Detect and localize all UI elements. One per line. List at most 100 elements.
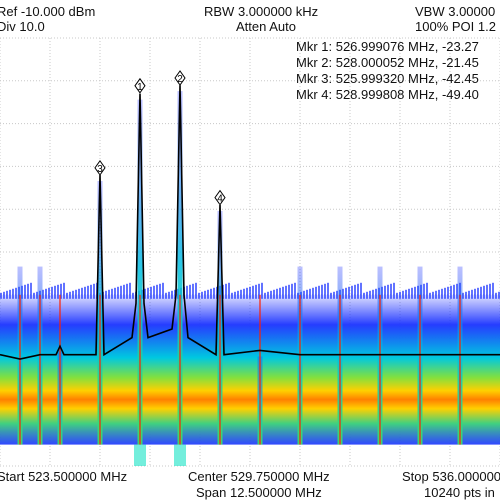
spectrum-trace <box>0 85 500 360</box>
density-speckle <box>33 292 35 299</box>
marker-table: Mkr 1: 526.999076 MHz, -23.27 Mkr 2: 528… <box>296 39 500 103</box>
density-speckle <box>78 288 80 299</box>
marker-1-readout: Mkr 1: 526.999076 MHz, -23.27 <box>296 39 479 54</box>
density-speckle <box>369 290 371 299</box>
div-label: Div 10.0 <box>0 19 45 34</box>
density-speckle <box>333 291 335 299</box>
density-speckle <box>282 286 284 299</box>
atten-label: Atten Auto <box>236 19 296 34</box>
density-speckle <box>414 286 416 299</box>
density-speckle <box>405 289 407 299</box>
marker-group: 1 2 3 4 <box>94 70 226 206</box>
marker-2: 2 <box>174 70 186 86</box>
density-speckle <box>27 283 29 299</box>
marker-4-diamond <box>214 189 226 206</box>
density-speckle <box>36 291 38 299</box>
density-speckle <box>342 288 344 299</box>
signal-core <box>459 294 461 445</box>
density-speckle <box>360 282 362 299</box>
density-speckle <box>153 285 155 299</box>
marker-4-readout: Mkr 4: 528.999808 MHz, -49.40 <box>296 87 479 102</box>
density-speckle <box>249 286 251 299</box>
density-speckle <box>351 285 353 299</box>
marker-1: 1 <box>134 77 146 94</box>
density-speckle <box>393 282 395 299</box>
marker-4-label: 4 <box>217 194 223 205</box>
density-speckle <box>276 288 278 299</box>
density-speckle <box>189 284 191 299</box>
density-speckle <box>318 285 320 299</box>
stop-freq-label: Stop 536.000000 <box>402 469 500 484</box>
density-speckle <box>354 284 356 299</box>
density-speckle <box>492 282 494 299</box>
density-speckle <box>498 291 500 299</box>
center-freq-label: Center 529.750000 MHz <box>188 469 330 484</box>
density-band <box>0 294 500 445</box>
density-speckle <box>60 283 62 299</box>
density-speckle <box>375 288 377 299</box>
density-speckle <box>93 283 95 299</box>
density-speckle <box>213 287 215 299</box>
signal-core <box>219 294 221 445</box>
density-speckle <box>486 284 488 299</box>
density-speckle <box>63 282 65 299</box>
density-speckle <box>6 290 8 299</box>
density-speckle <box>105 290 107 299</box>
marker-4: 4 <box>214 189 226 206</box>
density-speckle <box>447 286 449 299</box>
signal-stalk <box>137 99 143 445</box>
density-speckle <box>480 286 482 299</box>
density-speckle <box>9 289 11 299</box>
density-speckle <box>327 282 329 299</box>
signal-core <box>379 294 381 445</box>
density-speckle <box>468 290 470 299</box>
density-speckle <box>462 292 464 299</box>
density-speckle <box>348 286 350 299</box>
poi-label: 100% POI 1.2 <box>415 19 496 34</box>
signal-core <box>19 294 21 445</box>
density-speckle <box>294 282 296 299</box>
density-speckle <box>126 283 128 299</box>
density-speckle <box>234 291 236 299</box>
density-speckle <box>69 291 71 299</box>
signal-core <box>419 294 421 445</box>
density-speckle <box>228 282 230 299</box>
density-speckle <box>117 286 119 299</box>
vbw-label: VBW 3.00000 <box>415 4 496 19</box>
density-speckle <box>477 287 479 299</box>
density-speckle <box>12 288 14 299</box>
marker-3-readout: Mkr 3: 525.999320 MHz, -42.45 <box>296 71 479 86</box>
density-speckle <box>243 288 245 299</box>
density-speckle <box>42 289 44 299</box>
density-speckle <box>336 290 338 299</box>
density-speckle <box>198 292 200 299</box>
density-speckle <box>252 285 254 299</box>
marker-2-readout: Mkr 2: 528.000052 MHz, -21.45 <box>296 55 479 70</box>
ref-level-label: Ref -10.000 dBm <box>0 4 96 19</box>
density-speckle <box>441 288 443 299</box>
marker-3-label: 3 <box>97 164 103 175</box>
density-speckle <box>162 282 164 299</box>
density-speckle <box>201 291 203 299</box>
density-speckle <box>309 288 311 299</box>
density-speckle <box>270 290 272 299</box>
density-speckle <box>165 292 167 299</box>
density-speckle <box>291 283 293 299</box>
carrier-column <box>174 444 186 466</box>
density-speckle <box>303 290 305 299</box>
density-speckle <box>273 289 275 299</box>
density-speckle <box>72 290 74 299</box>
marker-2-label: 2 <box>177 74 183 85</box>
density-speckle <box>261 282 263 299</box>
density-speckle <box>372 289 374 299</box>
signal-core <box>139 294 141 445</box>
density-speckle <box>240 289 242 299</box>
carrier-column <box>134 444 146 466</box>
density-speckle <box>471 289 473 299</box>
density-speckle <box>159 283 161 299</box>
density-speckle <box>429 292 431 299</box>
signal-core <box>179 294 181 445</box>
density-speckle <box>345 287 347 299</box>
